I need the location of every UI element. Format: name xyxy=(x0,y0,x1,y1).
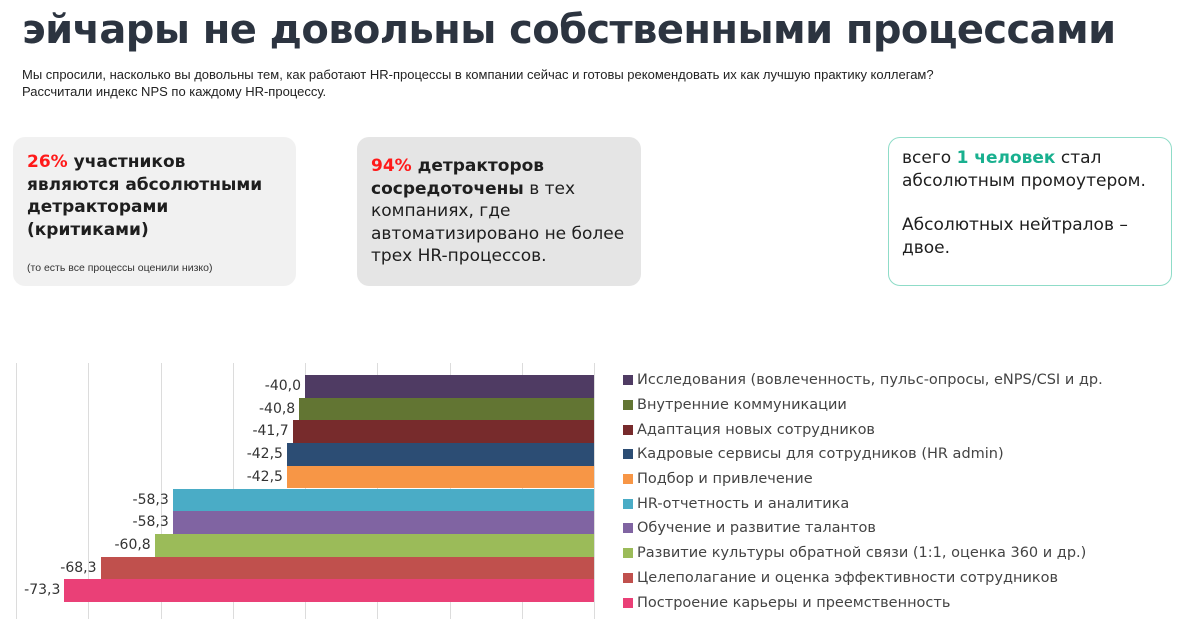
stat-card-text: 94% детракторов сосредоточены в тех комп… xyxy=(371,155,627,268)
legend-label: HR-отчетность и аналитика xyxy=(637,495,850,512)
bar xyxy=(286,465,594,489)
legend-swatch-icon xyxy=(623,498,633,509)
legend-swatch-icon xyxy=(623,424,633,435)
bar-value-label: -42,5 xyxy=(246,468,283,485)
stat-card-absolute-detractors: 26% участников являются абсолютными детр… xyxy=(13,137,296,286)
stat-highlight: 94% xyxy=(371,156,412,176)
legend-swatch-icon xyxy=(623,572,633,583)
gridline xyxy=(16,363,17,619)
bar xyxy=(154,533,594,557)
nps-bar-chart: -40,0 -40,8 -41,7 -42,5 -42,5 -58,3 -58,3 -60,8… xyxy=(0,355,610,625)
gridline xyxy=(594,363,595,619)
legend-label: Целеполагание и оценка эффективности сот… xyxy=(637,569,1059,586)
legend-label: Развитие культуры обратной связи (1:1, о… xyxy=(637,545,1087,562)
page-title: эйчары не довольны собственными процесса… xyxy=(22,7,1116,53)
legend-swatch-icon xyxy=(623,449,633,460)
legend-label: Исследования (вовлеченность, пульс-опрос… xyxy=(637,372,1103,389)
stat-prefix: всего xyxy=(902,148,957,168)
bar xyxy=(172,488,594,512)
stat-highlight: 26% xyxy=(27,152,68,172)
legend-item: Исследования (вовлеченность, пульс-опрос… xyxy=(623,368,1103,393)
legend-swatch-icon xyxy=(623,523,633,534)
legend-item: Построение карьеры и преемственность xyxy=(623,590,1103,615)
bar-value-label: -68,3 xyxy=(60,559,97,576)
bar-value-label: -73,3 xyxy=(24,582,61,599)
stat-card-detractor-companies: 94% детракторов сосредоточены в тех комп… xyxy=(357,137,641,286)
stat-highlight: 1 человек xyxy=(956,148,1056,168)
bar xyxy=(64,579,594,602)
legend-label: Подбор и привлечение xyxy=(637,471,813,488)
bar-value-label: -40,0 xyxy=(264,378,301,394)
legend-label: Обучение и развитие талантов xyxy=(637,520,876,537)
legend-item: Развитие культуры обратной связи (1:1, о… xyxy=(623,541,1103,566)
legend-item: Обучение и развитие талантов xyxy=(623,516,1103,541)
legend-item: Адаптация новых сотрудников xyxy=(623,417,1103,442)
legend-swatch-icon xyxy=(623,400,633,411)
bar-value-label: -60,8 xyxy=(114,536,151,553)
legend-label: Внутренние коммуникации xyxy=(637,397,847,414)
gridline xyxy=(88,363,90,619)
legend-item: Подбор и привлечение xyxy=(623,467,1103,492)
subtitle-line-2: Рассчитали индекс NPS по каждому HR-проц… xyxy=(22,84,327,99)
stat-description: в тех компаниях, где автоматизировано не… xyxy=(371,178,625,267)
page-subtitle: Мы спросили, насколько вы довольны тем, … xyxy=(22,66,1192,100)
bar-value-label: -58,3 xyxy=(132,514,169,531)
legend-label: Адаптация новых сотрудников xyxy=(637,421,875,438)
bar-value-label: -42,5 xyxy=(246,446,283,463)
legend-item: Внутренние коммуникации xyxy=(623,393,1103,418)
legend-item: Целеполагание и оценка эффективности сот… xyxy=(623,566,1103,591)
legend-item: HR-отчетность и аналитика xyxy=(623,491,1103,516)
chart-legend: Исследования (вовлеченность, пульс-опрос… xyxy=(623,368,1103,615)
bar-value-label: -41,7 xyxy=(252,423,289,440)
legend-item: Кадровые сервисы для сотрудников (HR adm… xyxy=(623,442,1103,467)
subtitle-line-1: Мы спросили, насколько вы довольны тем, … xyxy=(22,67,934,82)
stat-card-text: всего 1 человек стал абсолютным промоуте… xyxy=(902,147,1158,192)
legend-swatch-icon xyxy=(623,597,633,608)
bar-value-label: -58,3 xyxy=(132,491,169,508)
stat-card-text: 26% участников являются абсолютными детр… xyxy=(27,151,282,241)
bar xyxy=(100,556,594,580)
bar-value-label: -40,8 xyxy=(258,400,296,417)
stat-card-note: (то есть все процессы оценили низко) xyxy=(27,262,213,274)
legend-swatch-icon xyxy=(623,474,633,485)
bar xyxy=(172,511,594,534)
stat-description-bold: детракторов сосредоточены xyxy=(371,156,545,199)
legend-swatch-icon xyxy=(623,375,633,386)
bar xyxy=(305,375,594,398)
gridline xyxy=(160,363,162,619)
bar xyxy=(292,420,594,444)
bar xyxy=(299,397,594,421)
stat-description: стал абсолютным промоутером. xyxy=(902,148,1146,191)
legend-label: Кадровые сервисы для сотрудников (HR adm… xyxy=(637,446,1004,463)
stat-card-promoters: всего 1 человек стал абсолютным промоуте… xyxy=(888,137,1172,286)
stat-neutrals-text: Абсолютных нейтралов – двое. xyxy=(902,215,1128,258)
stat-description: участников являются абсолютными детракто… xyxy=(27,152,263,240)
legend-label: Построение карьеры и преемственность xyxy=(637,594,951,611)
legend-swatch-icon xyxy=(623,548,633,559)
bar xyxy=(286,443,594,466)
